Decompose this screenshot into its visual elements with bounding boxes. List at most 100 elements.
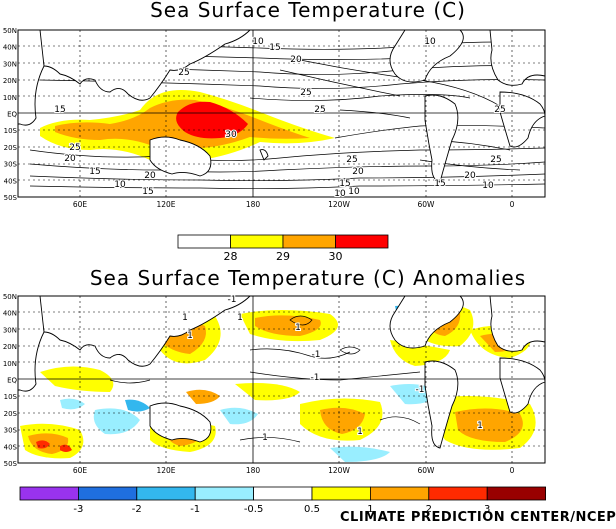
isotherm-label: 25 [490,155,501,165]
lat-label: 50N [3,27,17,35]
anomaly-legend-swatch [194,486,254,501]
isotherm-label: 15 [142,187,153,197]
sst-legend-swatch [230,234,284,249]
sst-equator-dateline [18,30,545,197]
lat-label: EQ [7,377,17,385]
anomaly-legend-tick: -2 [132,504,142,515]
isotherm-label: 15 [434,179,445,189]
lat-label: 30S [4,427,18,435]
anomaly-contour-label: 1 [477,421,483,431]
sst-title: Sea Surface Temperature (C) [150,0,466,22]
lat-label: 40N [3,44,17,52]
sst-legend-swatch [335,234,389,249]
lon-label: 120W [328,200,350,209]
isotherm-label: 30 [225,130,237,140]
anomaly-legend-swatch [428,486,488,501]
credit-text: CLIMATE PREDICTION CENTER/NCEP [340,510,616,525]
lat-label: 10S [4,127,18,135]
sst-anomaly-map-panel [17,295,546,464]
isotherm-label: 15 [269,43,280,53]
sst-legend-tick: 28 [224,250,238,263]
lat-label: EQ [7,111,17,119]
isotherm-label: 10 [482,181,494,191]
isotherm-label: 20 [144,171,156,181]
anomaly-contour-label: 1 [295,323,301,333]
sst-legend-tick: 30 [329,250,343,263]
lat-label: 20S [4,410,18,418]
isotherm-label: 10 [348,187,360,197]
isotherm-label: 10 [424,37,436,47]
isotherm-label: 10 [334,189,346,199]
anomaly-contour-label: -1 [311,373,320,383]
isotherm-label: 25 [494,105,505,115]
anomaly-legend-tick: 2 [426,504,432,515]
lat-label: 30N [3,60,17,68]
anomaly-legend-swatch [486,486,547,501]
anomaly-legend-tick: -3 [73,504,83,515]
sst-map-panel [17,29,546,198]
lon-label: 60E [73,200,88,209]
lon-label: 180 [246,466,261,475]
isotherm-label: 20 [290,55,302,65]
anomaly-contour-label: 1 [237,313,243,323]
anomaly-legend-swatch [369,486,430,501]
anomaly-contour-label: -1 [312,350,321,360]
lon-label: 180 [246,200,261,209]
anomaly-contour-label: -1 [416,385,425,395]
isotherm-label: 15 [54,105,65,115]
anomaly-legend-tick: -0.5 [244,504,264,515]
anomaly-contour-label: 1 [262,433,268,443]
anomaly-land [17,295,546,449]
sst-legend-swatch [177,234,231,249]
anomaly-legend-swatch [253,486,313,501]
sst-warm-pool [40,90,335,163]
lon-label: 60W [418,200,436,209]
isotherm-label: 20 [464,171,476,181]
sst-land [17,29,546,183]
isotherm-label: 20 [352,167,364,177]
anomaly-legend-tick: -1 [190,504,200,515]
lon-label: 120W [328,466,350,475]
lon-label: 0 [510,200,515,209]
lat-label: 50S [4,194,18,202]
anomaly-contour-label: -1 [228,295,237,305]
anomaly-legend-swatch [136,486,196,501]
lat-label: 50S [4,460,18,468]
anomaly-contour-label: 1 [182,313,188,323]
anomaly-legend-swatch [78,486,138,501]
lat-label: 10N [3,360,17,368]
lon-label: 120E [156,466,175,475]
lat-label: 30S [4,161,18,169]
isotherm-label: 25 [178,68,189,78]
isotherm-label: 15 [339,179,350,189]
lat-label: 10S [4,393,18,401]
lat-label: 10N [3,94,17,102]
isotherm-label: 20 [64,154,76,164]
sst-legend-swatch [282,234,336,249]
anomaly-legend-tick: 0.5 [304,504,320,515]
lon-label: 60W [418,466,436,475]
isotherm-label: 15 [89,167,100,177]
lat-label: 50N [3,293,17,301]
lat-label: 40S [4,443,18,451]
anomaly-contours [109,315,421,443]
isotherm-label: 25 [300,88,311,98]
isotherm-label: 10 [114,180,126,190]
isotherm-label: 25 [69,143,80,153]
sst-anomaly-title: Sea Surface Temperature (C) Anomalies [89,266,527,290]
lat-label: 40N [3,310,17,318]
sst-legend-tick: 29 [276,250,290,263]
lat-label: 20N [3,343,17,351]
anomaly-contour-label: 1 [357,427,363,437]
lat-label: 40S [4,177,18,185]
lon-label: 60E [73,466,88,475]
lat-label: 20S [4,144,18,152]
lon-label: 0 [510,466,515,475]
isotherm-label: 10 [252,37,264,47]
lat-label: 30N [3,326,17,334]
isotherm-label: 25 [346,155,357,165]
lon-label: 120E [156,200,175,209]
isotherm-label: 25 [314,105,325,115]
anomaly-legend-tick: 3 [484,504,490,515]
